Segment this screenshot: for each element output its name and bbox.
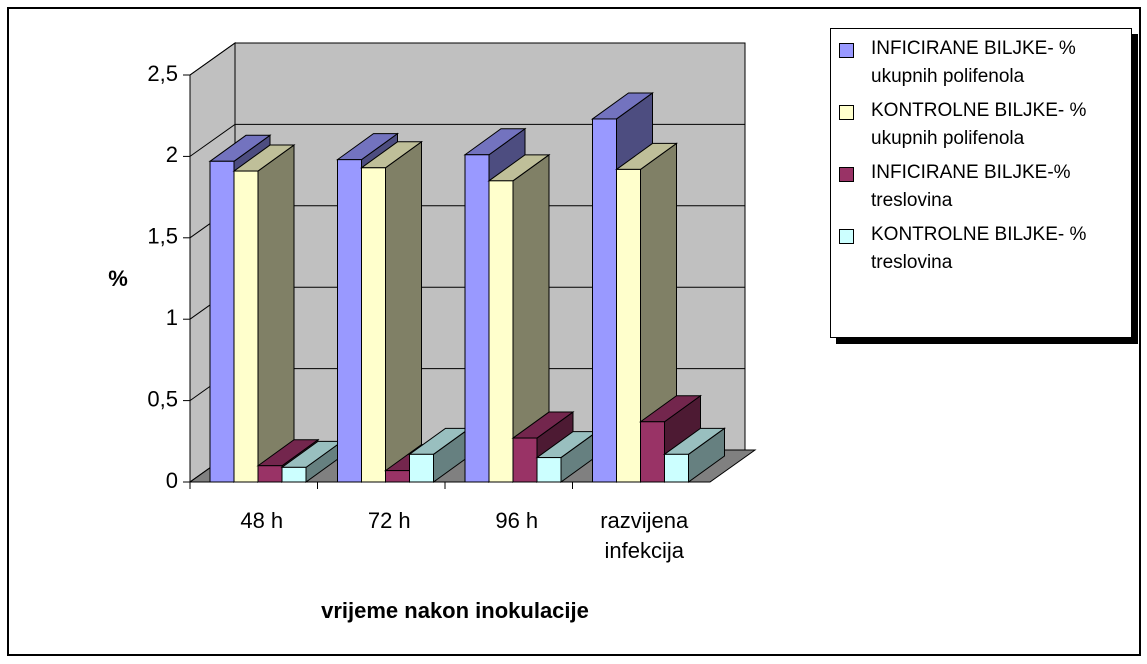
bar-front	[233, 170, 259, 483]
y-tick-label: 0,5	[147, 386, 178, 411]
grid-line	[189, 123, 236, 157]
bar	[280, 440, 344, 483]
y-tick-label: 1	[166, 305, 178, 330]
bar-front	[361, 167, 386, 483]
legend-label: KONTROLNE BILJKE- % ukupnih polifenola	[871, 100, 1087, 149]
x-tick-label: 48 h	[240, 508, 284, 533]
bar-front	[209, 160, 235, 483]
legend-swatch	[839, 43, 854, 58]
bar	[662, 427, 727, 483]
bar-front	[337, 159, 362, 483]
bar-front	[488, 180, 514, 483]
bar-front	[385, 470, 410, 483]
legend-entry: INFICIRANE BILJKE-% treslovina	[839, 159, 1131, 215]
bar	[511, 411, 575, 483]
bar	[614, 142, 679, 483]
bar-front	[592, 118, 617, 483]
bar	[232, 144, 296, 483]
bar-front	[464, 154, 490, 483]
y-axis-title: %	[108, 266, 128, 291]
legend-entry: KONTROLNE BILJKE- % ukupnih polifenola	[839, 97, 1131, 153]
bar-front	[409, 453, 434, 483]
bar-front	[640, 421, 665, 483]
y-tick-label: 1,5	[147, 224, 178, 249]
bar	[359, 140, 424, 483]
legend-label: INFICIRANE BILJKE- % ukupnih polifenola	[871, 38, 1076, 87]
bar	[487, 153, 551, 483]
bar-front	[512, 437, 538, 483]
bar	[535, 430, 599, 483]
x-axis-title: vrijeme nakon inokulacije	[321, 598, 589, 623]
bar-front	[664, 453, 689, 483]
bar-front	[536, 457, 562, 483]
x-tick-label: razvijena infekcija	[600, 508, 689, 563]
bar-front	[281, 466, 307, 483]
legend-label: KONTROLNE BILJKE- % treslovina	[871, 224, 1087, 273]
legend-swatch	[839, 105, 854, 120]
grid-line	[189, 42, 236, 76]
legend-entry: KONTROLNE BILJKE- % treslovina	[839, 221, 1131, 277]
legend-label: INFICIRANE BILJKE-% treslovina	[871, 162, 1071, 211]
legend-entry: INFICIRANE BILJKE- % ukupnih polifenola	[839, 35, 1131, 91]
y-tick-label: 0	[166, 468, 178, 493]
legend-swatch	[839, 229, 854, 244]
bar-side	[385, 140, 422, 483]
bar-side	[257, 144, 295, 483]
bar-front	[257, 465, 283, 483]
legend: INFICIRANE BILJKE- % ukupnih polifenola K…	[830, 28, 1132, 338]
y-tick-label: 2,5	[147, 61, 178, 86]
bar	[407, 427, 472, 483]
bar-front	[616, 168, 641, 483]
x-tick-label: 96 h	[495, 508, 539, 533]
y-tick-label: 2	[166, 142, 178, 167]
legend-swatch	[839, 167, 854, 182]
x-tick-label: 72 h	[367, 508, 411, 533]
